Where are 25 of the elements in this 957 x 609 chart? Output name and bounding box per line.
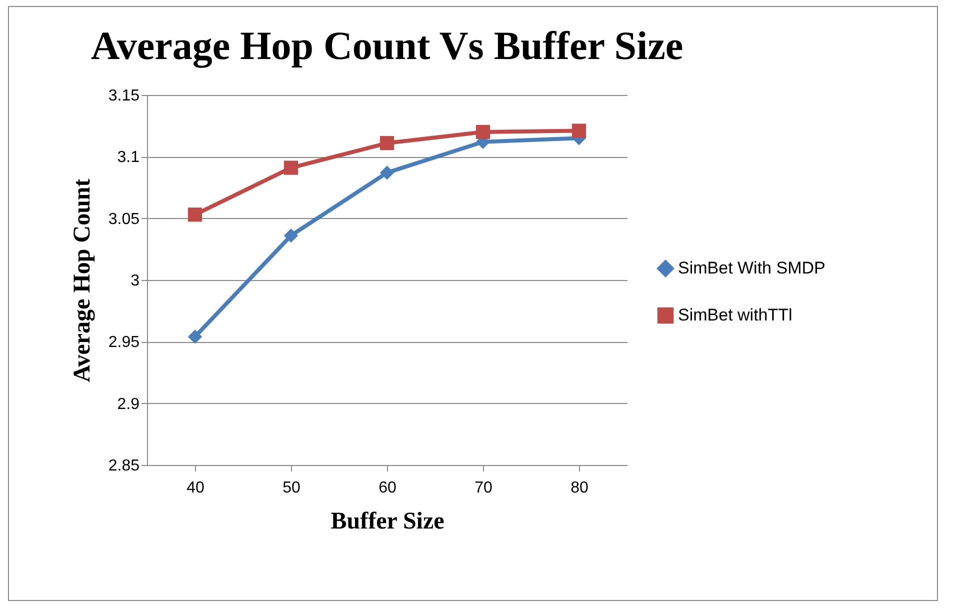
y-tick-label: 3.15 xyxy=(108,88,140,104)
legend-label: SimBet With SMDP xyxy=(678,258,826,278)
point xyxy=(188,208,202,222)
y-tick-label: 2.95 xyxy=(108,334,140,352)
y-tick-label: 3.1 xyxy=(117,149,140,166)
point xyxy=(380,166,394,180)
legend-label: SimBet withTTl xyxy=(678,306,792,324)
point xyxy=(284,160,298,175)
point xyxy=(476,124,490,140)
y-tick-label: 3.05 xyxy=(108,210,140,228)
x-tick-label: 60 xyxy=(378,480,396,496)
y-axis-title: Average Hop Count xyxy=(69,178,96,382)
chart-title: Average Hop Count Vs Buffer Size xyxy=(90,23,684,68)
x-tick-label: 40 xyxy=(186,480,204,496)
x-tick-label: 70 xyxy=(474,480,492,496)
point xyxy=(188,330,202,344)
x-tick-label: 50 xyxy=(282,480,300,496)
x-axis-title: Buffer Size xyxy=(330,508,445,534)
point xyxy=(572,124,586,138)
y-tick-label: 2.85 xyxy=(108,458,140,474)
point xyxy=(284,228,298,243)
y-tick-label: 3 xyxy=(130,272,140,290)
x-tick-label: 80 xyxy=(570,480,588,496)
point xyxy=(380,136,394,150)
y-tick-label: 2.9 xyxy=(117,396,140,413)
